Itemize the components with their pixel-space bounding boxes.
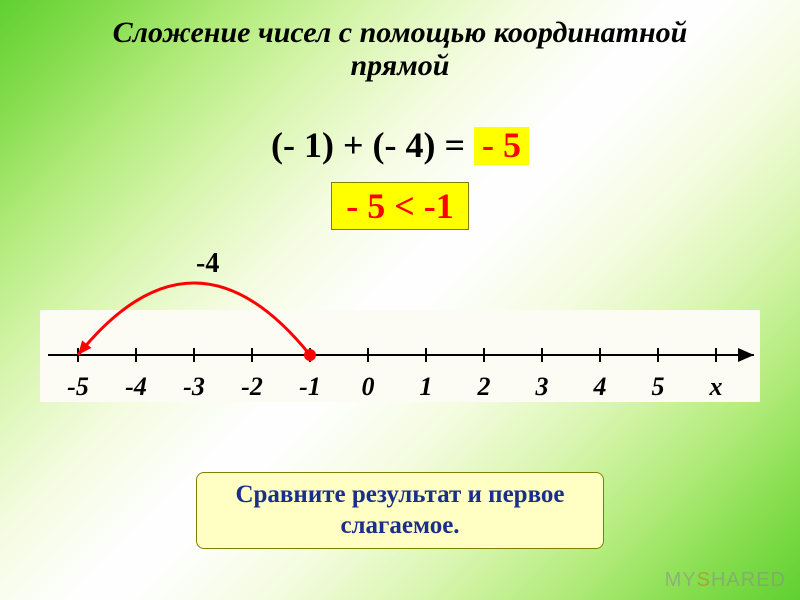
tick-label: 2 xyxy=(478,372,491,402)
instruction-box: Сравните результат и первое слагаемое. xyxy=(196,472,604,549)
title-line1: Сложение чисел с помощью координатной xyxy=(113,16,688,49)
slide-title: Сложение чисел с помощью координатной пр… xyxy=(0,16,800,82)
watermark: MYSHARED xyxy=(665,569,786,592)
watermark-accent: S xyxy=(697,569,711,591)
tick-label: -4 xyxy=(125,372,147,402)
equation-answer: - 5 xyxy=(474,127,529,165)
slide-content: Сложение чисел с помощью координатной пр… xyxy=(0,0,800,600)
comparison-wrap: - 5 < -1 xyxy=(0,182,800,230)
tick-label: 0 xyxy=(362,372,375,402)
instruction-line1: Сравните результат и первое xyxy=(235,481,564,508)
instruction-line2: слагаемое. xyxy=(340,512,459,539)
tick-label: 1 xyxy=(420,372,433,402)
watermark-pre: MY xyxy=(665,569,697,591)
tick-label: -2 xyxy=(241,372,263,402)
equation: (- 1) + (- 4) = - 5 xyxy=(0,124,800,166)
equation-lhs: (- 1) + (- 4) = xyxy=(271,125,474,165)
tick-label: -1 xyxy=(299,372,321,402)
tick-label: -3 xyxy=(183,372,205,402)
watermark-post: HARED xyxy=(711,569,786,591)
tick-label: 4 xyxy=(594,372,607,402)
tick-label: -5 xyxy=(67,372,89,402)
comparison-box: - 5 < -1 xyxy=(331,182,469,230)
tick-label: 3 xyxy=(536,372,549,402)
tick-label: 5 xyxy=(652,372,665,402)
tick-label: х xyxy=(710,372,723,402)
title-line2: прямой xyxy=(351,49,450,82)
